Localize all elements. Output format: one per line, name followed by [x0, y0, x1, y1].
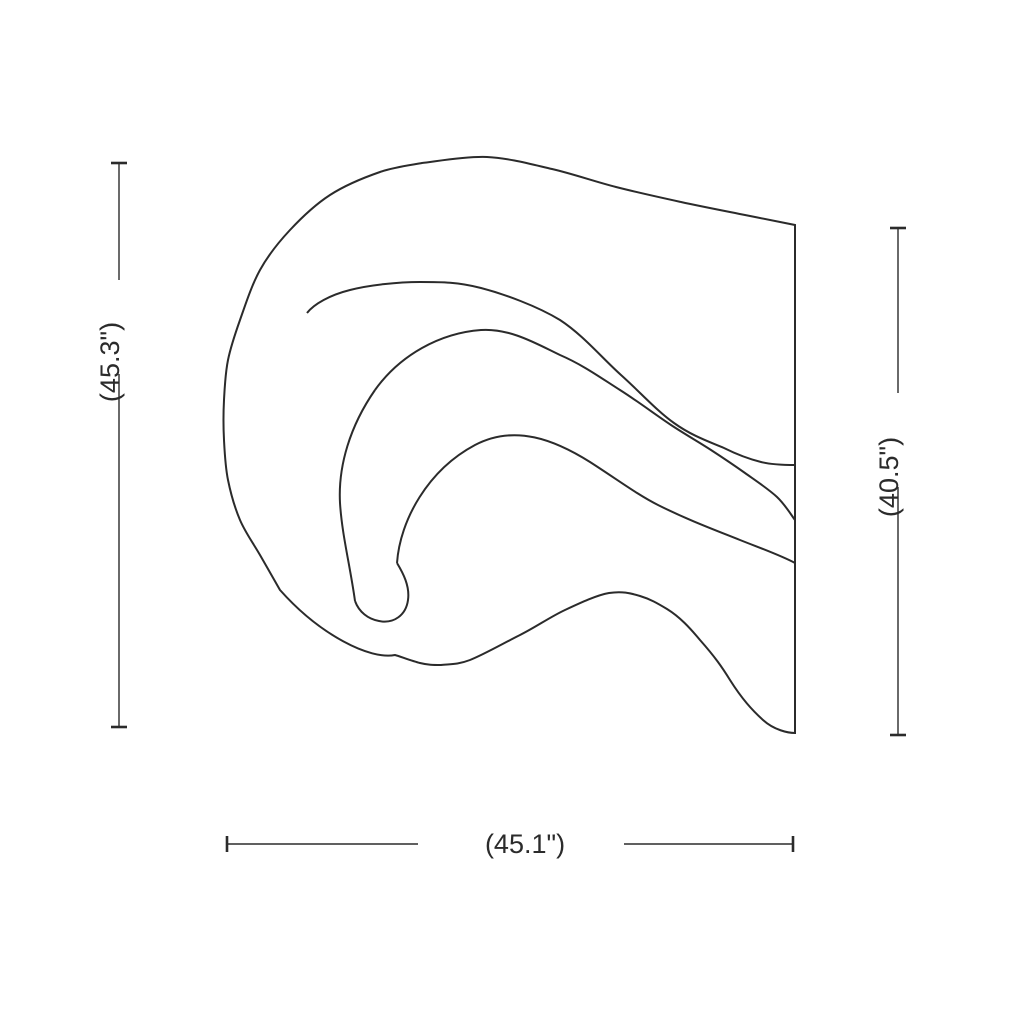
svg-text:(40.5"): (40.5") [874, 437, 904, 517]
svg-text:(45.1"): (45.1") [485, 829, 565, 859]
svg-text:(45.3"): (45.3") [95, 322, 125, 402]
